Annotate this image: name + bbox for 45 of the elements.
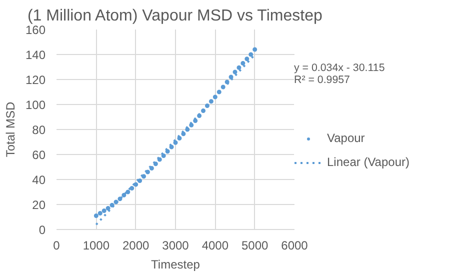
x-tick-label: 4000: [202, 238, 229, 252]
point: [122, 192, 126, 198]
x-axis-title: Timestep: [151, 258, 200, 272]
y-tick-label: 60: [32, 148, 46, 162]
y-tick-label: 20: [32, 198, 46, 212]
y-tick-label: 80: [32, 123, 46, 137]
annotation: y = 0.034x - 30.115: [294, 62, 385, 74]
point: [94, 214, 98, 218]
point: [161, 154, 166, 158]
point: [102, 208, 106, 213]
x-tick-label: 1000: [82, 238, 110, 252]
chart-title: (1 Million Atom) Vapour MSD vs Timestep: [27, 8, 322, 24]
y-tick-label: 140: [25, 48, 46, 62]
point: [169, 144, 174, 150]
legend-label: Vapour: [327, 131, 365, 145]
y-axis-title: Total MSD: [3, 101, 18, 158]
point: [252, 47, 258, 52]
point: [232, 70, 238, 74]
y-tick-label: 100: [25, 98, 46, 112]
y-tick-label: 120: [25, 73, 46, 87]
point: [138, 178, 142, 183]
annotation: R² = 0.9957: [294, 74, 350, 86]
point: [228, 74, 234, 80]
point: [142, 174, 146, 179]
point: [106, 206, 110, 210]
point: [240, 61, 246, 66]
x-tick-label: 2000: [122, 238, 150, 252]
x-tick-label: 3000: [162, 238, 190, 252]
x-tick-label: 5000: [241, 238, 269, 252]
legend-label: Linear (Vapour): [327, 155, 410, 169]
point: [236, 65, 242, 70]
point: [149, 166, 154, 170]
point: [244, 56, 250, 62]
point: [193, 118, 198, 123]
point: [98, 211, 102, 216]
point: [126, 190, 130, 194]
y-tick-label: 160: [25, 23, 46, 37]
y-tick-label: 0: [38, 223, 46, 237]
x-tick-label: 0: [53, 238, 60, 252]
point: [177, 136, 182, 140]
y-tick-label: 40: [32, 173, 46, 187]
point: [248, 52, 254, 57]
point: [189, 122, 194, 128]
x-tick-label: 6000: [281, 238, 308, 252]
point: [130, 186, 134, 190]
